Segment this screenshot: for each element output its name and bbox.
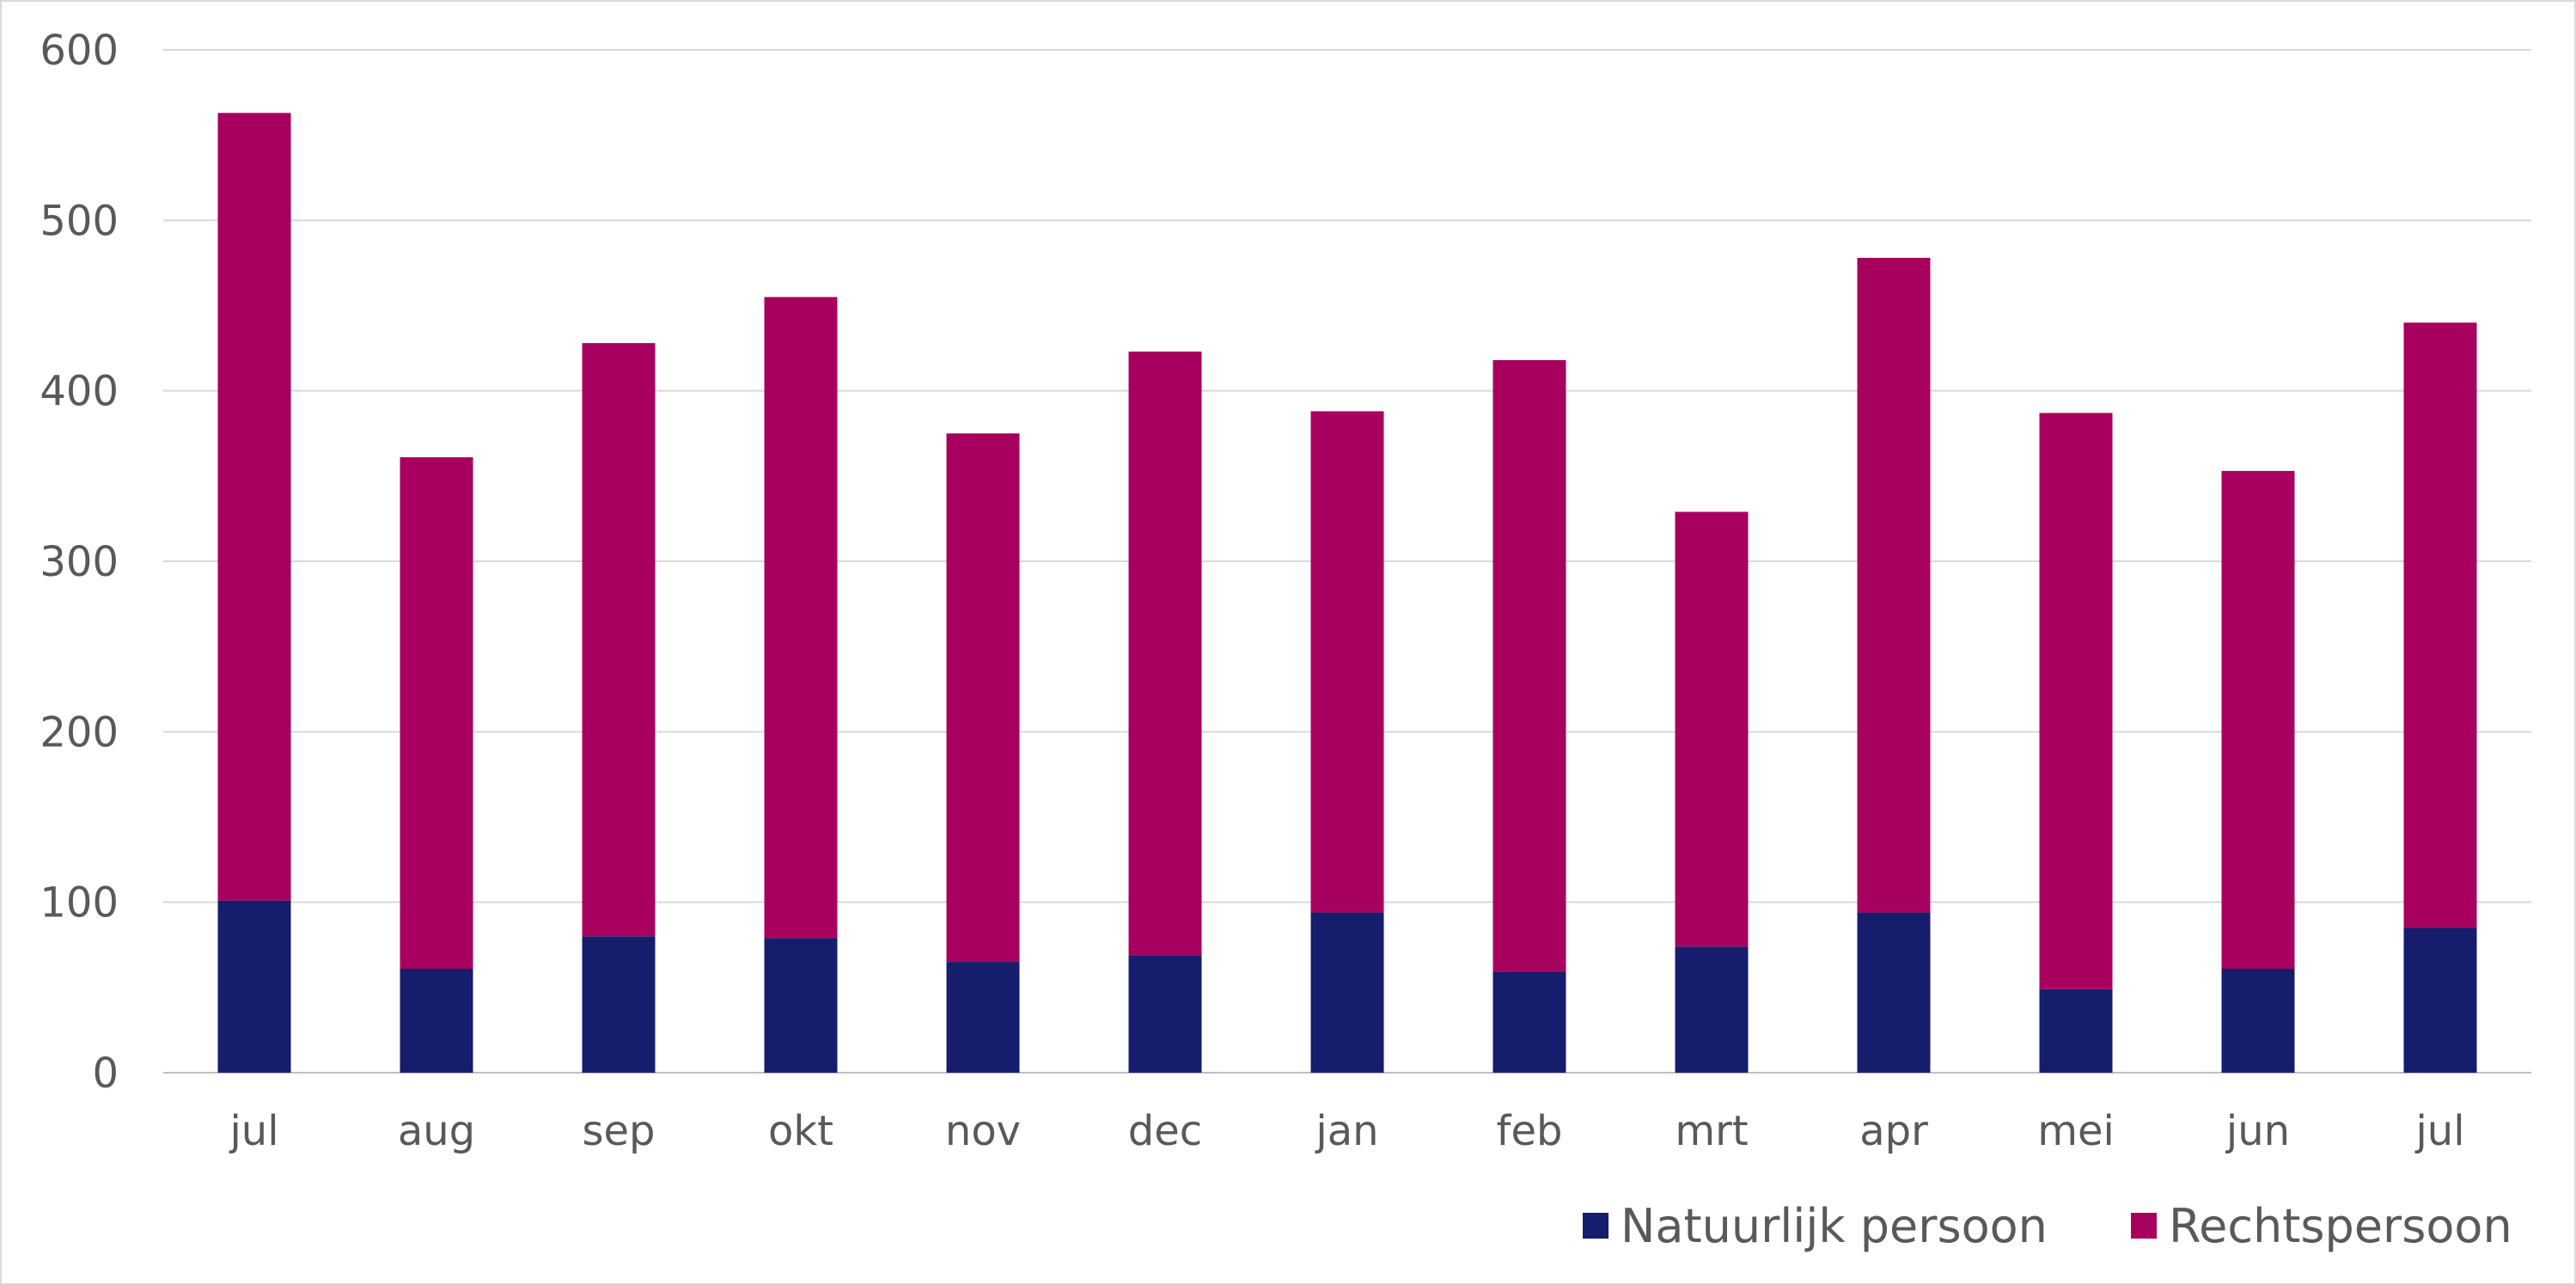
x-tick-label: jul (2414, 1107, 2464, 1155)
bar-natuurlijk-persoon-jul (217, 900, 291, 1073)
x-tick-label: aug (398, 1107, 475, 1155)
bar-natuurlijk-persoon-okt (764, 938, 838, 1073)
bar-natuurlijk-persoon-feb (1492, 971, 1566, 1073)
bar-natuurlijk-persoon-mrt (1675, 946, 1749, 1073)
legend: Natuurlijk persoon Rechtspersoon (1583, 1199, 2512, 1253)
bar-rechtspersoon-sep (582, 343, 656, 937)
x-tick-label: mrt (1675, 1107, 1748, 1155)
x-tick-label: feb (1497, 1107, 1563, 1155)
bar-natuurlijk-persoon-jun (2221, 969, 2295, 1073)
x-tick-label: jul (229, 1107, 278, 1155)
bar-rechtspersoon-mrt (1675, 511, 1749, 947)
legend-swatch-rechtspersoon (2131, 1213, 2157, 1239)
bar-rechtspersoon-jul (2403, 322, 2477, 928)
legend-label-rechtspersoon: Rechtspersoon (2169, 1199, 2512, 1253)
bar-natuurlijk-persoon-aug (400, 969, 473, 1073)
legend-swatch-natuurlijk-persoon (1583, 1213, 1608, 1239)
y-tick-label: 400 (40, 368, 119, 416)
bar-rechtspersoon-aug (400, 457, 473, 970)
bar-natuurlijk-persoon-apr (1857, 912, 1931, 1073)
y-tick-label: 500 (40, 197, 119, 245)
x-tick-label: mei (2037, 1107, 2115, 1155)
x-tick-label: jan (1315, 1107, 1378, 1155)
bar-rechtspersoon-feb (1492, 359, 1566, 972)
y-tick-label: 200 (40, 708, 119, 756)
x-tick-label: nov (945, 1107, 1021, 1155)
legend-label-natuurlijk-persoon: Natuurlijk persoon (1621, 1199, 2048, 1253)
y-tick-label: 300 (40, 538, 119, 586)
bar-rechtspersoon-jan (1310, 411, 1384, 913)
bar-rechtspersoon-jun (2221, 470, 2295, 970)
y-tick-label: 100 (40, 879, 119, 927)
bar-rechtspersoon-apr (1857, 257, 1931, 913)
bars (217, 113, 2477, 1073)
x-tick-label: dec (1128, 1107, 1202, 1155)
bar-natuurlijk-persoon-dec (1128, 955, 1202, 1073)
bar-rechtspersoon-okt (764, 297, 838, 939)
bar-natuurlijk-persoon-mei (2039, 988, 2113, 1073)
bar-rechtspersoon-mei (2039, 413, 2113, 989)
bar-natuurlijk-persoon-nov (946, 962, 1020, 1073)
y-tick-label: 0 (92, 1049, 119, 1098)
bar-natuurlijk-persoon-sep (582, 936, 656, 1073)
bar-natuurlijk-persoon-jul (2403, 927, 2477, 1073)
bar-rechtspersoon-jul (217, 113, 291, 901)
bar-natuurlijk-persoon-jan (1310, 912, 1384, 1073)
x-tick-label: apr (1859, 1107, 1928, 1155)
x-tick-label: sep (582, 1107, 655, 1155)
x-tick-label: okt (768, 1107, 833, 1155)
y-tick-label: 600 (40, 27, 119, 75)
x-tick-label: jun (2225, 1107, 2290, 1155)
bar-rechtspersoon-dec (1128, 352, 1202, 956)
axes: 0 100 200 300 400 500 600 jul aug sep okt nov dec jan… (40, 27, 2464, 1155)
bar-rechtspersoon-nov (946, 433, 1020, 963)
